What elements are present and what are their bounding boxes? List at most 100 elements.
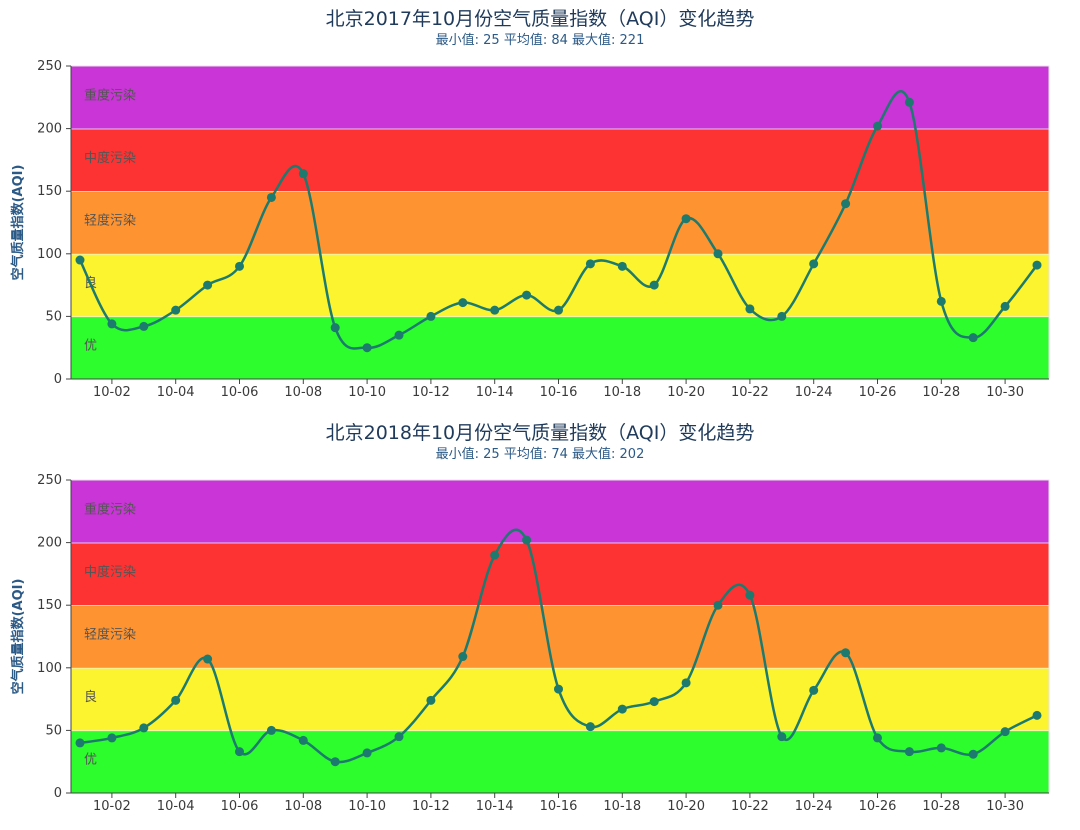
x-tick-label: 10-26 <box>859 385 897 400</box>
aqi-chart-2017: 优良轻度污染中度污染重度污染050100150200250空气质量指数(AQI)… <box>10 59 1050 400</box>
aqi-band <box>71 542 1049 606</box>
x-tick-label: 10-20 <box>667 385 705 400</box>
aqi-point-10-21 <box>713 600 723 610</box>
band-label: 中度污染 <box>84 564 136 580</box>
aqi-point-10-07 <box>266 725 276 735</box>
aqi-chart-2018: 优 良 轻度污染 中度污染 重度污染 0 50 100 150 200 250 空气质量指数(AQI)… <box>10 473 1050 814</box>
aqi-point-10-12 <box>426 695 436 705</box>
aqi-band <box>71 730 1049 793</box>
aqi-band <box>71 128 1049 192</box>
aqi-point-10-03 <box>139 321 149 331</box>
y-tick-label: 100 <box>37 661 62 676</box>
x-tick-label: 10-12 <box>412 799 450 814</box>
aqi-point-10-30 <box>1000 301 1010 311</box>
y-tick-label: 200 <box>37 122 62 137</box>
x-tick-label: 10-06 <box>221 799 259 814</box>
aqi-point-10-05 <box>203 654 213 664</box>
x-tick-label: 10-20 <box>667 799 705 814</box>
aqi-point-10-23 <box>777 732 787 742</box>
chart-panel-2017: 优良轻度污染 中度污染 重度污染 0 50 100 150 200 250 空气质量指数(AQI)… <box>0 0 1080 412</box>
aqi-point-10-05 <box>203 280 213 290</box>
x-tick-label: 10-22 <box>731 385 769 400</box>
band-label: 优 <box>84 753 97 768</box>
aqi-point-10-12 <box>426 311 436 321</box>
y-tick-label: 250 <box>37 473 62 488</box>
aqi-point-10-29 <box>968 333 978 343</box>
x-tick-label: 10-06 <box>221 385 259 400</box>
aqi-point-10-16 <box>554 684 563 694</box>
aqi-point-10-11 <box>394 330 404 340</box>
aqi-point-10-01 <box>75 738 85 748</box>
aqi-band <box>71 66 1049 129</box>
aqi-point-10-10 <box>362 343 372 353</box>
aqi-series-line <box>78 90 1038 350</box>
aqi-point-10-24 <box>809 259 819 269</box>
aqi-point-10-28 <box>936 296 946 306</box>
x-tick-label: 10-04 <box>157 385 195 400</box>
chart-subtitle: 最小值: 25 平均值: 84 最大值: 221 <box>435 33 645 48</box>
x-tick-label: 10-28 <box>922 799 960 814</box>
x-tick-label: 10-02 <box>93 799 131 814</box>
aqi-point-10-29 <box>968 749 978 759</box>
aqi-point-10-18 <box>617 704 627 714</box>
aqi-point-10-23 <box>777 311 787 321</box>
aqi-point-10-09 <box>330 757 340 767</box>
x-tick-label: 10-12 <box>412 385 450 400</box>
band-label: 轻度污染 <box>84 627 136 643</box>
aqi-point-10-08 <box>298 735 308 745</box>
aqi-point-10-13 <box>458 298 468 308</box>
y-tick-label: 50 <box>45 309 62 324</box>
chart-title: 北京2018年10月份空气质量指数（AQI）变化趋势 <box>325 422 755 444</box>
y-tick-label: 0 <box>54 786 62 801</box>
aqi-point-10-11 <box>394 732 404 742</box>
x-tick-label: 10-04 <box>157 799 195 814</box>
aqi-point-10-02 <box>107 733 117 743</box>
band-label: 重度污染 <box>84 87 136 103</box>
aqi-point-10-26 <box>873 121 882 131</box>
x-tick-label: 10-02 <box>93 385 131 400</box>
y-axis-title: 空气质量指数(AQI) <box>10 579 26 695</box>
x-tick-label: 10-08 <box>284 385 322 400</box>
y-axis-title: 空气质量指数(AQI) <box>10 165 26 281</box>
aqi-point-10-13 <box>458 652 468 662</box>
chart-panel-2018: 优 良 轻度污染 中度污染 重度污染 0 50 100 150 200 250 空气质量指数(AQI)… <box>0 414 1080 830</box>
band-label: 轻度污染 <box>84 213 136 229</box>
aqi-point-10-06 <box>235 747 244 757</box>
aqi-point-10-31 <box>1032 260 1042 270</box>
aqi-point-10-01 <box>75 255 85 265</box>
aqi-band <box>71 316 1049 379</box>
aqi-point-10-26 <box>873 733 882 743</box>
band-label: 中度污染 <box>84 150 136 166</box>
band-label: 优 <box>84 339 97 354</box>
aqi-band <box>71 191 1049 254</box>
aqi-point-10-08 <box>298 169 308 179</box>
x-tick-label: 10-14 <box>476 385 514 400</box>
aqi-point-10-20 <box>681 214 691 224</box>
aqi-point-10-06 <box>235 261 244 271</box>
aqi-point-10-20 <box>681 678 691 688</box>
x-tick-label: 10-16 <box>540 799 578 814</box>
x-tick-label: 10-24 <box>795 385 833 400</box>
aqi-point-10-15 <box>522 535 532 545</box>
aqi-point-10-10 <box>362 748 372 758</box>
aqi-point-10-22 <box>745 304 755 314</box>
x-tick-label: 10-30 <box>986 385 1024 400</box>
y-tick-label: 100 <box>37 247 62 262</box>
y-tick-label: 150 <box>37 598 62 613</box>
aqi-point-10-27 <box>904 747 914 757</box>
y-tick-label: 0 <box>54 372 62 387</box>
x-tick-label: 10-18 <box>603 385 641 400</box>
aqi-point-10-28 <box>936 743 946 753</box>
aqi-point-10-31 <box>1032 710 1042 720</box>
y-tick-label: 250 <box>37 59 62 74</box>
aqi-point-10-07 <box>266 192 276 202</box>
aqi-point-10-14 <box>490 550 500 560</box>
aqi-point-10-14 <box>490 305 500 315</box>
x-tick-label: 10-28 <box>922 385 960 400</box>
aqi-point-10-24 <box>809 685 819 695</box>
aqi-band <box>71 667 1049 731</box>
x-tick-label: 10-16 <box>540 385 578 400</box>
chart-title: 北京2017年10月份空气质量指数（AQI）变化趋势 <box>325 8 755 30</box>
aqi-point-10-30 <box>1000 727 1010 737</box>
aqi-point-10-27 <box>904 97 914 107</box>
